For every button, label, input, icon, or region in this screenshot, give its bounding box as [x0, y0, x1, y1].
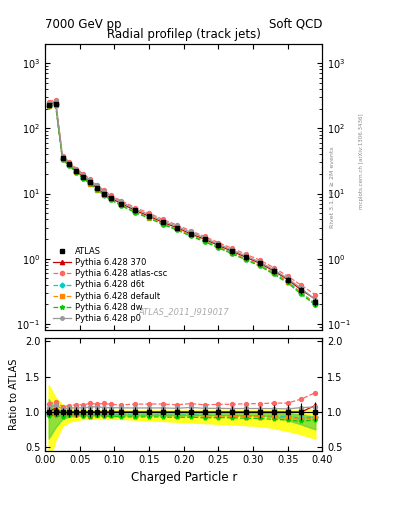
Title: Radial profileρ (track jets): Radial profileρ (track jets)	[107, 28, 261, 41]
Text: ATLAS_2011_I919017: ATLAS_2011_I919017	[138, 307, 229, 316]
Text: 7000 GeV pp: 7000 GeV pp	[45, 18, 122, 31]
Legend: ATLAS, Pythia 6.428 370, Pythia 6.428 atlas-csc, Pythia 6.428 d6t, Pythia 6.428 : ATLAS, Pythia 6.428 370, Pythia 6.428 at…	[50, 244, 171, 326]
Y-axis label: Ratio to ATLAS: Ratio to ATLAS	[9, 358, 19, 430]
Text: mcplots.cern.ch [arXiv:1306.3436]: mcplots.cern.ch [arXiv:1306.3436]	[359, 114, 364, 209]
Text: Soft QCD: Soft QCD	[269, 18, 322, 31]
Text: Rivet 3.1.10, ≥ 2M events: Rivet 3.1.10, ≥ 2M events	[330, 146, 334, 228]
X-axis label: Charged Particle r: Charged Particle r	[130, 471, 237, 484]
